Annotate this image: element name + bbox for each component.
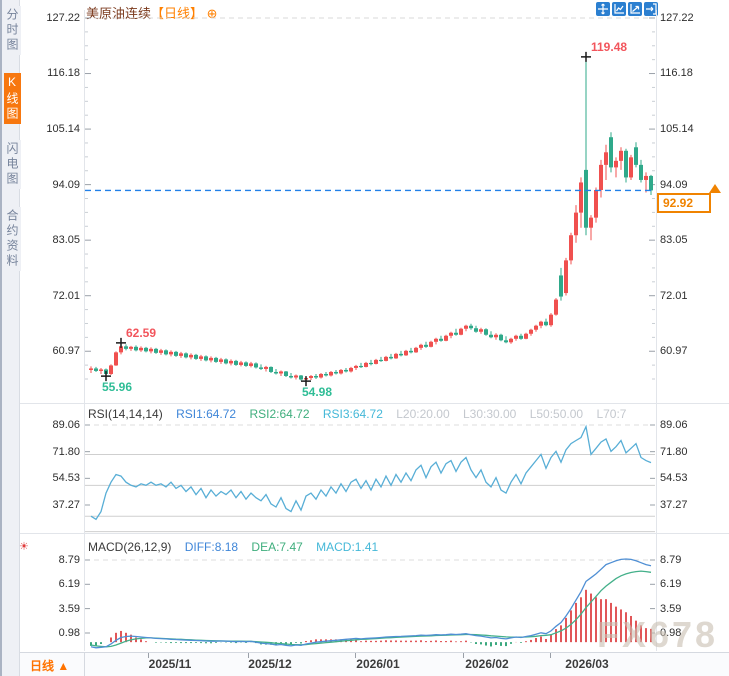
current-price-tag: 92.92 bbox=[657, 193, 711, 213]
axis-label: 89.06 bbox=[660, 419, 688, 431]
chart-header: 美原油连续【日线】 ⊕ bbox=[86, 3, 218, 22]
axis-label: 89.06 bbox=[52, 419, 80, 431]
rsi3-value: RSI3:64.72 bbox=[322, 407, 383, 421]
axis-label: 54.53 bbox=[52, 472, 80, 485]
candlestick-plot[interactable] bbox=[85, 10, 655, 402]
axis-label: 105.14 bbox=[660, 122, 694, 135]
axis-label: 127.22 bbox=[46, 12, 80, 24]
exit-chart-icon[interactable] bbox=[644, 2, 658, 16]
period-tag[interactable]: 【日线】 bbox=[151, 6, 204, 21]
axis-label: 0.98 bbox=[660, 626, 682, 639]
sidebar-tab-2[interactable]: K线图 bbox=[4, 73, 21, 124]
axis-label: 3.59 bbox=[660, 602, 682, 615]
macd-value: MACD:1.41 bbox=[316, 540, 379, 554]
rsi-name: RSI(14,14,14) bbox=[88, 407, 163, 421]
macd-plot[interactable] bbox=[85, 551, 655, 651]
axis-label: 83.05 bbox=[660, 234, 688, 247]
plot-left-border bbox=[84, 10, 85, 651]
pane-separator bbox=[20, 403, 729, 404]
axis-label: 8.79 bbox=[58, 554, 80, 566]
axis-label: 72.01 bbox=[660, 289, 688, 302]
axis-label: 60.97 bbox=[52, 344, 80, 357]
axis-label: 8.79 bbox=[660, 554, 682, 566]
axis-label: 127.22 bbox=[660, 12, 694, 24]
sidebar-tab-1[interactable]: 分时图 bbox=[4, 6, 21, 55]
price-annotation: 54.98 bbox=[302, 385, 333, 400]
axis-label: 71.80 bbox=[660, 445, 688, 458]
axis-label: 3.59 bbox=[58, 602, 80, 615]
macd-header[interactable]: MACD(26,12,9) DIFF:8.18 DEA:7.47 MACD:1.… bbox=[88, 540, 388, 554]
crosshair-icon[interactable] bbox=[596, 2, 610, 16]
plot-right-border bbox=[656, 10, 657, 651]
pane-separator bbox=[20, 533, 729, 534]
rsi-l20: L20:20.00 bbox=[396, 407, 450, 421]
axis-label: 116.18 bbox=[47, 67, 80, 80]
period-selector[interactable]: 日线 ▲ bbox=[30, 659, 70, 673]
time-axis-tick bbox=[463, 653, 464, 658]
axis-label: 116.18 bbox=[660, 67, 693, 80]
time-axis-tick bbox=[355, 653, 356, 658]
sidebar: 分时图 K线图闪电图合约资料 bbox=[0, 0, 21, 676]
axis-label: 0.98 bbox=[58, 626, 80, 639]
diff-value: DIFF:8.18 bbox=[184, 540, 239, 554]
rsi1-value: RSI1:64.72 bbox=[176, 407, 237, 421]
time-axis-label: 2026/02 bbox=[465, 657, 509, 671]
instrument-title: 美原油连续 bbox=[86, 6, 152, 21]
price-annotation: 119.48 bbox=[591, 39, 628, 54]
axis-label: 60.97 bbox=[660, 344, 688, 357]
axis-label: 105.14 bbox=[46, 122, 80, 135]
time-axis-label: 2025/11 bbox=[148, 657, 192, 671]
axis-label: 72.01 bbox=[52, 289, 80, 302]
time-axis-tick bbox=[550, 653, 551, 658]
axis-label: 94.09 bbox=[52, 178, 80, 191]
time-axis-label: 2025/12 bbox=[248, 657, 292, 671]
time-axis-bar: 日线 ▲ 2025/11 2025/12 2026/01 2026/02 2026/03 bbox=[20, 652, 729, 676]
time-bar-divider bbox=[84, 653, 85, 676]
fit-chart-icon[interactable] bbox=[612, 2, 626, 16]
alert-sun-icon[interactable]: ☀ bbox=[19, 541, 29, 553]
rsi2-value: RSI2:64.72 bbox=[249, 407, 310, 421]
axis-label: 83.05 bbox=[52, 234, 80, 247]
price-annotation: 62.59 bbox=[126, 325, 157, 340]
price-annotation: 55.96 bbox=[102, 380, 133, 395]
axis-label: 6.19 bbox=[660, 578, 682, 591]
sidebar-tab-4[interactable]: 合约资料 bbox=[4, 207, 21, 271]
axis-label: 37.27 bbox=[52, 499, 80, 511]
rsi-plot[interactable] bbox=[85, 416, 655, 533]
time-axis-label: 2026/01 bbox=[356, 657, 400, 671]
indicator-chart-icon[interactable] bbox=[628, 2, 642, 16]
rsi-header[interactable]: RSI(14,14,14) RSI1:64.72 RSI2:64.72 RSI3… bbox=[88, 407, 636, 421]
time-axis-label: 2026/03 bbox=[565, 657, 609, 671]
time-axis-tick bbox=[248, 653, 249, 658]
macd-name: MACD(26,12,9) bbox=[88, 540, 172, 554]
axis-label: 71.80 bbox=[52, 445, 80, 458]
axis-label: 94.09 bbox=[660, 178, 688, 191]
price-up-arrow-icon bbox=[709, 184, 721, 193]
rsi-l70: L70:7 bbox=[596, 407, 627, 421]
axis-label: 37.27 bbox=[660, 499, 688, 511]
dea-value: DEA:7.47 bbox=[251, 540, 303, 554]
time-axis-tick bbox=[148, 653, 149, 658]
rsi-l50: L50:50.00 bbox=[529, 407, 584, 421]
axis-label: 54.53 bbox=[660, 472, 688, 485]
add-indicator-icon[interactable]: ⊕ bbox=[206, 6, 218, 21]
watermark: FX678 bbox=[597, 614, 719, 655]
axis-label: 6.19 bbox=[58, 578, 80, 591]
rsi-l30: L30:30.00 bbox=[462, 407, 517, 421]
sidebar-tab-3[interactable]: 闪电图 bbox=[4, 140, 21, 189]
